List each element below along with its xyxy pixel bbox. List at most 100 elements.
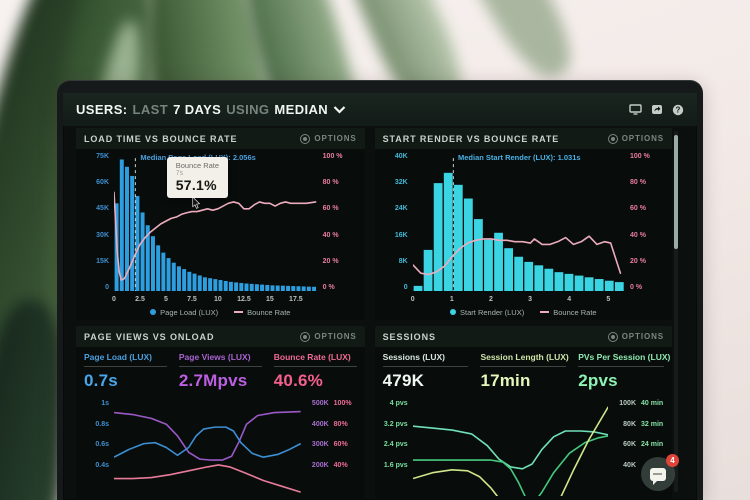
laptop: USERS: LAST 7 DAYS USING MEDIAN ? LOAD T… <box>57 80 703 500</box>
options-button[interactable]: OPTIONS <box>607 133 664 144</box>
bar <box>202 277 207 291</box>
tooltip-value: 57.1% <box>175 176 217 193</box>
share-icon[interactable] <box>651 104 663 115</box>
x-tick-label: 2.5 <box>135 296 145 303</box>
y-tick-label: 24K <box>394 205 408 213</box>
bar <box>301 286 306 291</box>
plot-area[interactable]: Median Start Render (LUX): 1.031s 0 1 2 3 4 5 <box>411 152 624 305</box>
line-series <box>413 426 608 469</box>
plot-svg <box>413 154 624 291</box>
header-median-label: MEDIAN <box>274 102 329 117</box>
y-tick-label: 0.8s <box>95 420 109 428</box>
legend-label: Page Load (LUX) <box>160 307 219 317</box>
panel-load-time-vs-bounce-rate: LOAD TIME VS BOUNCE RATE OPTIONS 75K 60K 4… <box>76 128 365 320</box>
start-render-chart: 40K 32K 24K 16K 8K 0 Median Start Render (LUX)… <box>375 149 672 320</box>
bar <box>413 285 423 291</box>
legend-marker <box>540 311 550 313</box>
y-tick-label: 20 % <box>322 257 339 265</box>
y-tick-secondary: 32 min <box>641 420 664 428</box>
panel-title: START RENDER VS BOUNCE RATE <box>382 133 560 144</box>
x-tick-label: 5 <box>164 296 168 303</box>
x-tick-label: 10 <box>214 296 222 303</box>
y-tick-primary: 40K <box>623 461 636 469</box>
display-icon[interactable] <box>629 104 642 115</box>
y-tick-label: 80 % <box>630 179 646 187</box>
bar <box>433 183 443 291</box>
y-tick-label: 100 % <box>322 153 343 160</box>
y-tick-label: 0.6s <box>95 441 109 449</box>
path-el <box>654 106 661 112</box>
plot-area[interactable] <box>413 396 608 499</box>
y-axis-left: 1s 0.8s 0.6s 0.4s <box>82 396 114 499</box>
y-tick-label: 100 % <box>630 153 650 160</box>
bar <box>182 269 187 291</box>
legend-label: Bounce Rate <box>553 307 597 317</box>
metric-value: 2pvs <box>578 371 618 390</box>
y-tick-label: 60K <box>96 179 109 187</box>
gear-icon <box>607 331 618 342</box>
bar <box>197 275 202 291</box>
legend-label: Bounce Rate <box>247 307 291 317</box>
y-tick-label: 32K <box>394 179 408 187</box>
bar <box>249 283 254 291</box>
bar <box>312 286 317 291</box>
metric-label: Bounce Rate (LUX) <box>273 352 357 367</box>
bar <box>296 286 301 291</box>
bounce-rate-line <box>413 236 620 274</box>
scrollbar[interactable] <box>674 135 678 249</box>
bar <box>493 232 503 291</box>
legend-item: Start Render (LUX) <box>450 308 524 317</box>
y-tick-primary: 300K <box>311 441 329 449</box>
chart-row: 40K 32K 24K 16K 8K 0 Median Start Render (LUX)… <box>381 152 666 305</box>
header-icons: ? <box>629 104 684 116</box>
y-tick-label: 16K <box>394 231 408 239</box>
y-tick-label: 100K 40 min <box>614 400 663 407</box>
metric-label: Sessions (LUX) <box>382 352 469 367</box>
y-tick-label: 400K 80% <box>307 421 348 428</box>
y-tick-label: 40 % <box>322 231 339 239</box>
bar <box>574 275 584 291</box>
bar <box>213 279 218 291</box>
x-tick-label: 2 <box>488 296 493 303</box>
y-tick-label: 2.4 pvs <box>383 441 408 449</box>
chart-row: 1s 0.8s 0.6s 0.4s 500K 100% 400K 80% 300K 60% 200K… <box>82 396 359 499</box>
circle-el <box>672 104 684 115</box>
legend-item: Bounce Rate <box>540 307 597 317</box>
plot-area[interactable]: Median Page Load (LUX): 2.056s02.557.510… <box>112 152 317 305</box>
legend-item: Page Load (LUX) <box>150 308 218 317</box>
options-button[interactable]: OPTIONS <box>300 331 356 342</box>
legend-marker <box>150 309 157 315</box>
y-tick-label: 4 pvs <box>389 400 408 407</box>
y-tick-primary: 500K <box>311 400 329 407</box>
metrics-row: Sessions (LUX) 479K Session Length (LUX) 17… <box>375 347 672 393</box>
plot-svg <box>114 399 301 496</box>
metric-value: 2.7Mpvs <box>178 371 248 390</box>
path-el <box>192 196 201 209</box>
help-icon[interactable]: ? <box>672 104 684 116</box>
metric: Sessions (LUX) 479K <box>382 352 469 391</box>
plot-area[interactable] <box>114 396 301 499</box>
bar <box>483 239 493 291</box>
metric-value: 17min <box>480 371 531 390</box>
x-tick-label: 3 <box>528 296 533 303</box>
x-tick-label: 15 <box>265 296 274 303</box>
chat-widget-button[interactable]: 4 <box>641 454 679 491</box>
metric-label: Page Load (LUX) <box>84 352 167 367</box>
bar <box>564 273 574 291</box>
y-tick-primary: 400K <box>311 420 329 428</box>
y-tick-label: 200K 40% <box>307 462 348 469</box>
bar <box>140 212 145 291</box>
x-axis: 0 2.5 5 7.5 10 12.5 15 17.5 <box>112 294 317 305</box>
y-axis-right: 100 % 80 % 60 % 40 % 20 % 0 % <box>317 152 359 305</box>
bar <box>443 172 453 291</box>
options-button[interactable]: OPTIONS <box>300 133 356 144</box>
x-tick-label: 7.5 <box>187 296 197 303</box>
options-button[interactable]: OPTIONS <box>607 331 664 342</box>
y-tick-label: 80 % <box>322 179 339 187</box>
line-series <box>413 407 608 496</box>
metric-value: 0.7s <box>84 371 118 390</box>
users-range-dropdown[interactable]: USERS: LAST 7 DAYS USING MEDIAN <box>76 102 346 117</box>
line-series <box>114 465 301 492</box>
